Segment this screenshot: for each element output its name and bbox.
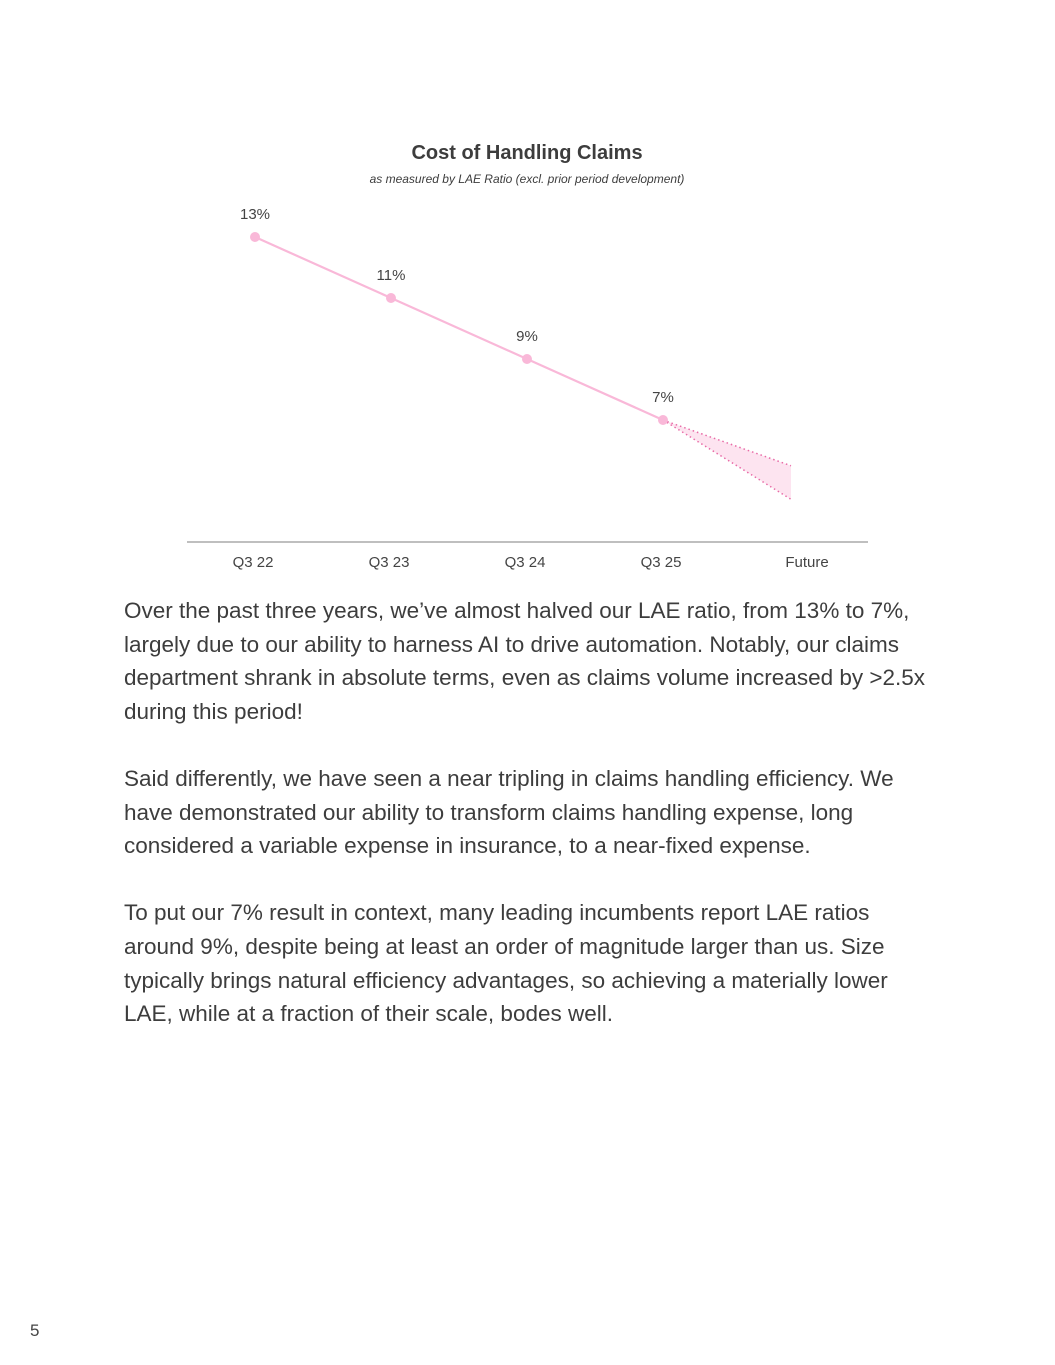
paragraph: Said differently, we have seen a near tr… [124,765,894,859]
data-point [658,415,668,425]
data-label: 7% [652,389,674,406]
data-label: 13% [240,206,270,223]
x-tick-label: Q3 25 [641,554,682,571]
chart-title: Cost of Handling Claims [411,142,642,164]
data-label: 11% [377,267,406,284]
data-point [522,354,532,364]
paragraph: To put our 7% result in context, many le… [124,900,888,1027]
x-tick-label: Q3 22 [233,554,274,571]
x-tick-label: Q3 24 [505,554,546,571]
lae-ratio-chart: Cost of Handling Claims as measured by L… [187,142,868,571]
data-point [250,232,260,242]
paragraph: Over the past three years, we’ve almost … [124,598,926,724]
x-tick-label: Future [785,554,828,571]
page-number: 5 [30,1321,40,1340]
data-point [386,293,396,303]
chart-subtitle: as measured by LAE Ratio (excl. prior pe… [370,172,685,186]
series-line [254,235,664,422]
projection-upper-line [662,419,792,467]
body-text: Over the past three years, we’ve almost … [124,594,939,1064]
data-label: 9% [516,328,538,345]
x-tick-label: Q3 23 [369,554,410,571]
